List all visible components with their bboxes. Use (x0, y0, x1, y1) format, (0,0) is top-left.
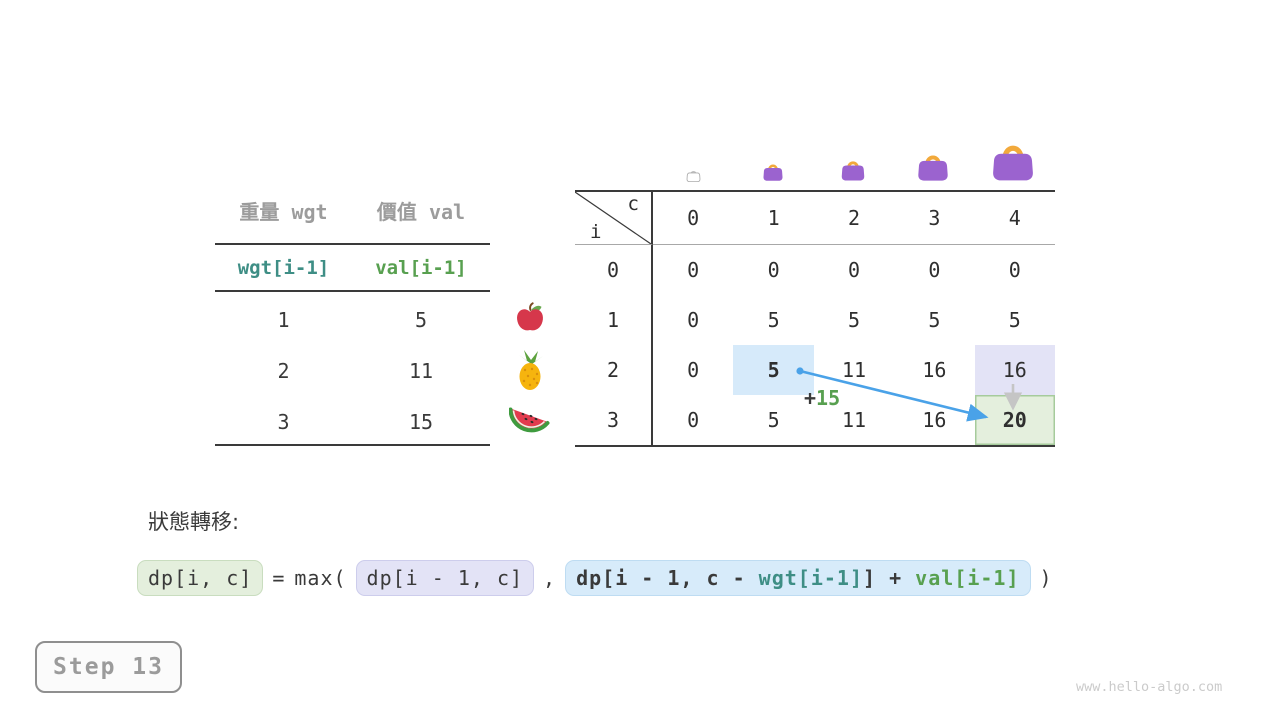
item-weight: 3 (277, 410, 290, 434)
dp-col-header: 1 (733, 192, 814, 245)
dp-col-var: c (627, 193, 639, 215)
dp-cell-r1c2: 5 (847, 308, 861, 332)
transition-formula: dp[i, c] = max( dp[i - 1, c] , dp[i - 1,… (137, 560, 1053, 596)
items-table-header-weight: 重量 wgt (239, 200, 328, 224)
bag-icon-capacity-0 (686, 167, 701, 186)
arg2-val-term: val[i-1] (915, 566, 1020, 590)
dp-row-header: 2 (575, 345, 653, 395)
add-value-annotation: +15 (804, 386, 840, 410)
dp-cell-r0c4: 0 (1008, 258, 1021, 282)
bag-icon-capacity-2 (840, 157, 866, 185)
dp-cell-r1c4: 5 (1008, 308, 1021, 332)
step-badge: Step 13 (35, 641, 182, 693)
formula-lhs-box: dp[i, c] (137, 560, 264, 596)
dp-row-header: 0 (575, 245, 653, 295)
dp-cell-r2c0: 0 (687, 358, 700, 382)
items-table-wgt-formula: wgt[i-1] (237, 257, 330, 279)
item-value: 11 (408, 359, 434, 383)
dp-cell-r2c1-source-highlight: 5 (733, 345, 814, 395)
dp-cell-r1c1: 5 (767, 308, 780, 332)
items-table-header-value: 價值 val (376, 200, 466, 224)
dp-cell-r3c0: 0 (687, 408, 700, 432)
watermark: www.hello-algo.com (1076, 679, 1223, 695)
dp-col-header: 3 (894, 192, 975, 245)
arg2-wgt-term: wgt[i-1] (758, 566, 863, 590)
dp-cell-r2c4-compare-highlight: 16 (974, 345, 1055, 395)
dp-cell-r1c3: 5 (928, 308, 941, 332)
dp-corner-cell: c i (575, 192, 653, 245)
items-table-val-formula: val[i-1] (375, 257, 467, 279)
item-weight: 2 (277, 359, 290, 383)
dp-cell-r0c2: 0 (847, 258, 861, 282)
close-paren: ) (1039, 566, 1053, 590)
item-weight: 1 (277, 308, 290, 332)
dp-row-var: i (590, 221, 602, 243)
plus-sign: + (804, 386, 817, 410)
bag-icon-capacity-1 (762, 161, 784, 185)
pineapple-icon (513, 350, 549, 395)
dp-cell-r3c4-result-highlight: 20 (974, 395, 1055, 445)
dp-col-header: 0 (653, 192, 734, 245)
watermelon-icon (508, 404, 551, 441)
dp-col-header: 4 (974, 192, 1055, 245)
arg2-mid: ] + (863, 566, 916, 590)
dp-row-header: 1 (575, 295, 653, 345)
corner-diagonal-line (575, 192, 651, 244)
dp-row-header: 3 (575, 395, 653, 445)
bag-icon-capacity-4 (990, 139, 1036, 185)
apple-icon (514, 302, 546, 338)
dp-col-header: 2 (813, 192, 895, 245)
dp-table: c i 0 1 2 3 4 0 0 0 0 0 0 1 0 5 5 5 5 2 … (575, 190, 1055, 447)
bag-icon-capacity-3 (916, 150, 950, 185)
dp-cell-r0c0: 0 (687, 258, 700, 282)
items-table-rule-mid (215, 290, 490, 292)
equals-sign: = (272, 566, 286, 590)
dp-cell-r2c3: 16 (922, 358, 947, 382)
dp-cell-r3c1: 5 (767, 408, 780, 432)
items-table-rule-top (215, 243, 490, 245)
items-table-rule-bottom (215, 444, 490, 446)
transition-label: 狀態轉移: (148, 510, 240, 534)
dp-cell-r1c0: 0 (687, 308, 700, 332)
item-value: 5 (414, 308, 428, 332)
comma: , (543, 566, 557, 590)
arg2-prefix: dp[i - 1, c - (576, 566, 759, 590)
added-value: 15 (816, 386, 841, 410)
formula-arg1-box: dp[i - 1, c] (355, 560, 535, 596)
dp-cell-r3c3: 16 (922, 408, 947, 432)
dp-cell-r0c3: 0 (928, 258, 941, 282)
formula-arg2-box: dp[i - 1, c - wgt[i-1]] + val[i-1] (565, 560, 1031, 596)
dp-cell-r0c1: 0 (767, 258, 780, 282)
item-value: 15 (408, 410, 434, 434)
max-open: max( (294, 566, 347, 590)
